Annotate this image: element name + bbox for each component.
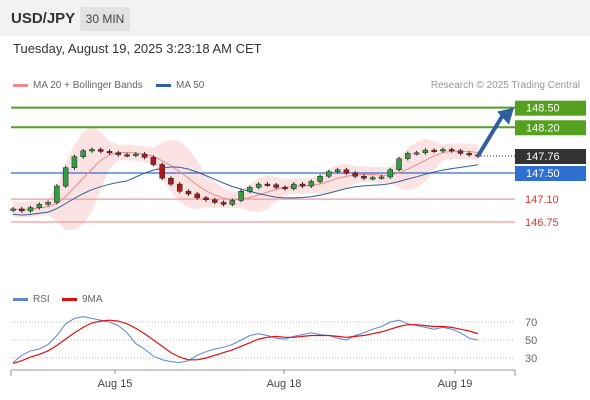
projection-arrow-head <box>497 107 514 125</box>
rsi-tick-30: 30 <box>525 353 537 365</box>
candle-body <box>54 185 60 203</box>
credit-text: Research © 2025 Trading Central <box>430 80 580 91</box>
candle-body <box>326 171 332 177</box>
level-last-price-tag <box>515 149 586 165</box>
rsi-tick-50: 50 <box>525 335 537 347</box>
candle-body <box>264 183 271 186</box>
candle-body <box>97 149 104 152</box>
candle-body <box>334 169 341 172</box>
candle-body <box>10 208 16 211</box>
candle-body <box>36 204 43 208</box>
candle-body <box>150 157 157 165</box>
level-147-50-label: 147.50 <box>526 168 560 180</box>
level-147-10-label: 147.10 <box>525 194 559 206</box>
candle-body <box>273 184 279 188</box>
candle-body <box>168 177 174 185</box>
candle-body <box>176 183 183 192</box>
candle-body <box>89 149 95 152</box>
candle-body <box>387 169 394 178</box>
x-tick-label: Aug 15 <box>98 378 133 390</box>
legend-label-ma50: MA 50 <box>176 80 205 91</box>
legend-ma20: MA 20 + Bollinger Bands <box>13 80 143 91</box>
candle-body <box>448 149 455 152</box>
candle-body <box>405 153 411 159</box>
candle-body <box>141 153 148 158</box>
candle-body <box>282 187 288 190</box>
candle-body <box>466 153 472 156</box>
ma50-line <box>12 164 479 216</box>
candle-body <box>422 149 429 153</box>
candle-body <box>106 151 113 154</box>
rsi-line <box>12 316 479 364</box>
legend-ma50: MA 50 <box>156 80 204 91</box>
candle-body <box>124 154 130 157</box>
candle-body <box>457 150 464 154</box>
candle-body <box>440 149 446 152</box>
legend-label-9ma: 9MA <box>82 294 103 305</box>
candle-body <box>45 202 51 205</box>
candle-body <box>317 176 323 182</box>
candle-body <box>299 183 306 187</box>
candle-body <box>27 207 34 212</box>
level-148-20-tag <box>515 120 586 136</box>
legend-swatch-ma20 <box>13 84 28 87</box>
legend-swatch-rsi <box>13 298 28 301</box>
candle-body <box>361 176 367 179</box>
candle-body <box>203 197 209 201</box>
legend-swatch-ma50 <box>156 84 171 87</box>
candle-body <box>159 164 165 179</box>
candle-body <box>378 176 385 179</box>
candle-body <box>62 167 69 187</box>
candle-body <box>212 199 218 203</box>
candle-body <box>413 152 420 155</box>
level-148-50-label: 148.50 <box>526 103 560 115</box>
legend-9ma: 9MA <box>62 294 103 305</box>
candle-body <box>431 149 437 152</box>
symbol-label: USD/JPY <box>11 10 76 27</box>
candle-body <box>194 193 200 199</box>
candle-body <box>343 169 350 174</box>
candle-body <box>80 150 86 157</box>
timestamp: Tuesday, August 19, 2025 3:23:18 AM CET <box>13 41 262 56</box>
level-last-price-label: 147.76 <box>526 151 560 163</box>
ma20-line <box>12 150 479 211</box>
legend-label-rsi: RSI <box>33 294 50 305</box>
candle-body <box>352 172 358 177</box>
level-148-50-tag <box>515 100 586 116</box>
candle-body <box>220 202 227 205</box>
header-bar: USD/JPY 30 MIN <box>0 0 590 36</box>
candle-body <box>291 183 297 189</box>
level-148-20-label: 148.20 <box>526 122 560 134</box>
bollinger-band-area <box>13 126 478 231</box>
timeframe-badge[interactable]: 30 MIN <box>80 7 130 31</box>
candle-body <box>247 187 253 192</box>
candle-body <box>133 153 139 156</box>
candle-body <box>308 181 315 187</box>
candle-body <box>255 183 262 188</box>
level-146-75-label: 146.75 <box>525 217 559 229</box>
candle-body <box>369 177 376 180</box>
rsi-9ma-line <box>12 319 479 364</box>
candle-body <box>115 152 122 155</box>
x-tick-label: Aug 18 <box>267 378 302 390</box>
legend-swatch-9ma <box>62 298 77 301</box>
candle-body <box>71 156 78 169</box>
legend-rsi: RSI <box>13 294 50 305</box>
candle-body <box>185 191 192 195</box>
candle-body <box>238 191 244 201</box>
projection-arrow-shaft <box>476 110 507 158</box>
rsi-tick-70: 70 <box>525 317 537 329</box>
x-tick-label: Aug 19 <box>438 378 473 390</box>
candle-body <box>396 158 402 170</box>
legend-label-ma20: MA 20 + Bollinger Bands <box>33 80 143 91</box>
candle-body <box>229 200 236 205</box>
candle-body <box>19 208 25 212</box>
level-147-50-tag <box>515 166 586 181</box>
